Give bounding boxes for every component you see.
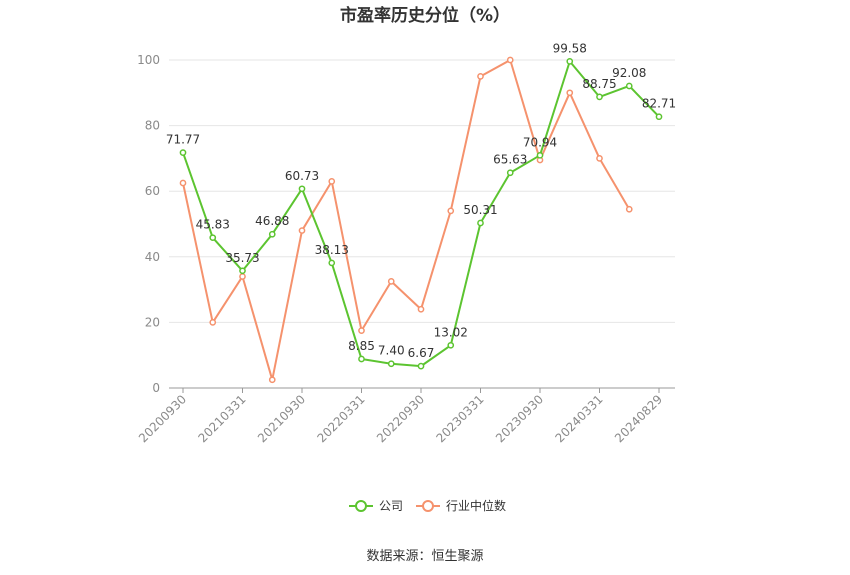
legend-marker-0	[355, 500, 367, 512]
data-point	[655, 113, 663, 121]
data-point	[506, 56, 514, 64]
data-point	[387, 360, 395, 368]
data-label: 8.85	[348, 339, 375, 353]
data-point	[328, 259, 336, 267]
data-point	[268, 376, 276, 384]
data-point	[179, 149, 187, 156]
x-tick-label: 20220930	[374, 392, 427, 445]
data-point	[596, 155, 603, 162]
legend-marker-1	[422, 500, 434, 512]
data-label: 70.94	[523, 135, 557, 149]
data-point	[209, 234, 217, 242]
data-point	[566, 58, 574, 65]
data-point	[477, 219, 484, 227]
data-point	[417, 305, 425, 313]
x-tick-label: 20220331	[315, 392, 368, 445]
data-point	[387, 278, 395, 285]
x-tick-label: 20240829	[612, 392, 665, 445]
data-label: 92.08	[612, 66, 646, 80]
series-layer	[179, 56, 663, 384]
data-point	[328, 178, 336, 185]
series-line-1	[182, 59, 631, 381]
data-label: 99.58	[553, 41, 587, 55]
data-label: 50.31	[463, 203, 497, 217]
data-label: 65.63	[493, 153, 527, 167]
source-note: 数据来源：恒生聚源	[366, 549, 483, 564]
data-label: 38.13	[315, 243, 349, 257]
data-point	[506, 169, 514, 177]
data-point	[268, 230, 276, 238]
legend: 公司 行业中位数	[349, 498, 506, 513]
data-label: 82.71	[642, 97, 676, 111]
data-point	[625, 82, 633, 90]
y-tick-label: 80	[145, 119, 160, 133]
x-tick-label: 20230331	[434, 392, 487, 445]
y-tick-label: 0	[152, 381, 160, 395]
x-tick-label: 20240331	[553, 392, 606, 445]
data-point	[209, 319, 217, 326]
data-labels: 71.77 45.83 35.73 46.88 60.73 38.13 8.85 7.40 6.…	[166, 41, 676, 360]
data-point	[566, 89, 574, 97]
data-point	[447, 207, 455, 215]
x-tick-label: 20210331	[196, 392, 249, 445]
data-point	[239, 267, 246, 275]
data-label: 7.40	[378, 344, 405, 358]
data-label: 88.75	[582, 77, 616, 91]
x-tick-label: 20200930	[136, 392, 189, 445]
data-label: 13.02	[434, 325, 468, 339]
data-label: 6.67	[408, 346, 435, 360]
data-point	[596, 93, 603, 101]
data-point	[447, 341, 455, 349]
data-label: 71.77	[166, 133, 200, 147]
y-tick-label: 20	[145, 315, 160, 329]
data-label: 35.73	[225, 251, 259, 265]
data-point	[358, 327, 365, 334]
legend-label-1: 行业中位数	[446, 498, 506, 513]
chart-title: 市盈率历史分位（%）	[340, 5, 510, 26]
data-point	[536, 151, 544, 159]
data-label: 46.88	[255, 214, 289, 228]
x-tick-label: 20210930	[255, 392, 308, 445]
y-tick-label: 40	[145, 250, 160, 264]
y-tick-label: 60	[145, 184, 160, 198]
y-axis: 0 20 40 60 80 100	[137, 53, 160, 395]
data-point	[417, 362, 425, 370]
data-point	[477, 73, 484, 80]
y-tick-label: 100	[137, 53, 160, 67]
data-point	[298, 227, 306, 234]
x-axis: 20200930 20210331 20210930 20220331 20220930…	[136, 387, 675, 445]
data-label: 45.83	[196, 218, 230, 232]
x-tick-label: 20230930	[493, 392, 546, 445]
data-label: 60.73	[285, 169, 319, 183]
data-point	[298, 185, 306, 193]
legend-label-0: 公司	[379, 499, 403, 513]
data-point	[358, 355, 365, 363]
data-point	[625, 205, 633, 213]
data-point	[179, 179, 187, 187]
data-point	[239, 273, 246, 280]
